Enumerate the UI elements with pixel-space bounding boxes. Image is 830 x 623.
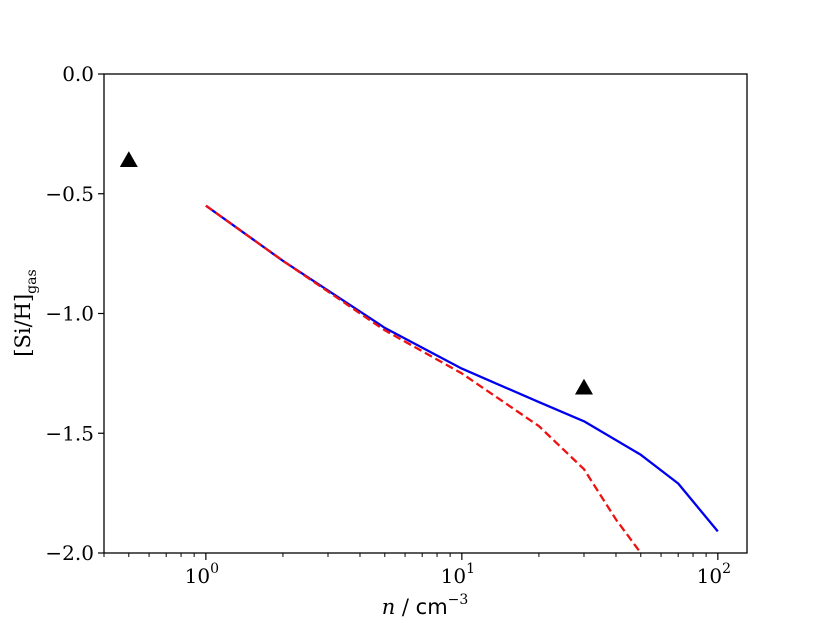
y-axis-label-sub: gas: [24, 269, 40, 294]
plot-content: [119, 151, 719, 554]
y-tick-label: 0.0: [62, 62, 94, 86]
x-tick-base: 10: [697, 564, 722, 588]
x-axis-label: n / cm−3: [382, 592, 469, 619]
x-tick-exponent: 2: [722, 561, 731, 577]
y-tick-label: −1.0: [45, 302, 94, 326]
x-axis-variable: n: [382, 595, 396, 619]
y-axis-label-main: [Si/H]: [11, 294, 35, 357]
plot-frame: [103, 73, 748, 554]
series-line-dashed: [205, 204, 642, 554]
x-tick-exponent: 1: [466, 561, 475, 577]
x-tick-label: 101: [441, 561, 475, 588]
x-axis-separator: /: [395, 595, 415, 619]
x-tick-base: 10: [441, 564, 466, 588]
y-tick-label: −0.5: [45, 182, 94, 206]
series-line-solid: [205, 204, 719, 533]
x-axis-unit: cm: [416, 595, 448, 619]
x-tick-label: 100: [185, 561, 219, 588]
x-axis-unit-exponent: −3: [448, 592, 469, 608]
x-tick-base: 10: [185, 564, 210, 588]
x-tick-label: 102: [697, 561, 731, 588]
triangle-marker-1: [119, 151, 138, 167]
y-axis-label: [Si/H]gas: [11, 269, 40, 356]
y-tick-label: −1.5: [45, 421, 94, 445]
y-tick-label: −2.0: [45, 541, 94, 565]
triangle-marker-2: [574, 378, 593, 395]
x-tick-exponent: 0: [210, 561, 219, 577]
